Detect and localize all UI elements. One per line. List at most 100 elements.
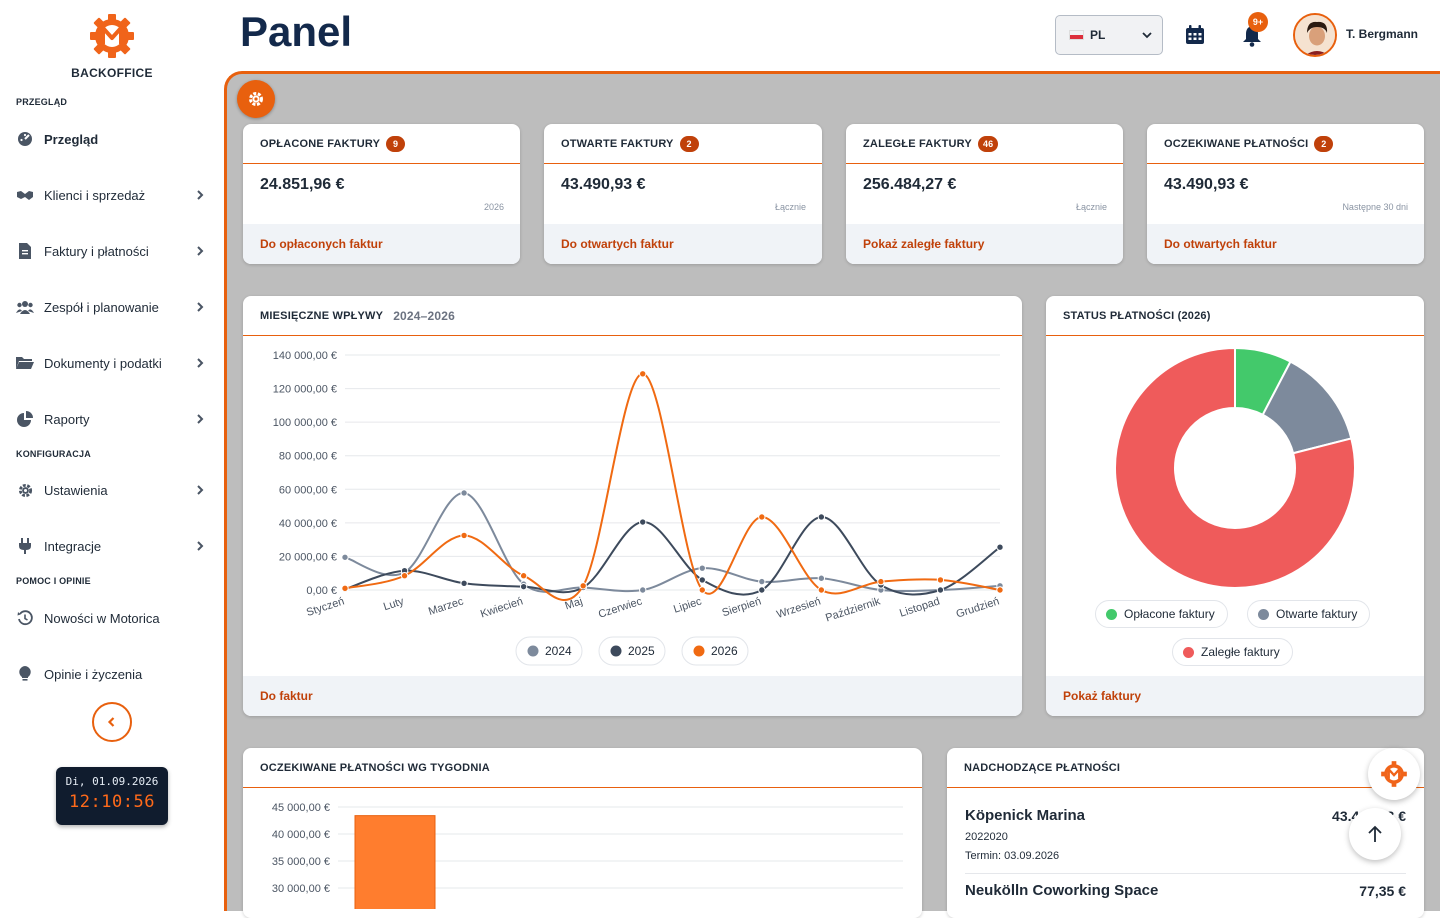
section-title-overview: PRZEGLĄD bbox=[16, 97, 68, 107]
y-tick-label: 140 000,00 € bbox=[273, 350, 337, 362]
scroll-to-top-button[interactable] bbox=[1349, 808, 1401, 860]
legend-item[interactable]: Zaległe faktury bbox=[1172, 638, 1293, 666]
chevron-right-icon bbox=[197, 414, 204, 424]
count-badge: 46 bbox=[977, 135, 999, 152]
legend-item[interactable]: Otwarte faktury bbox=[1247, 600, 1371, 628]
kpi-link[interactable]: Pokaż zaległe faktury bbox=[846, 224, 1123, 264]
series-line-2026 bbox=[344, 372, 1001, 601]
pie-slice bbox=[1114, 346, 1356, 589]
assistant-button[interactable] bbox=[1368, 748, 1420, 800]
section-title-configuration: KONFIGURACJA bbox=[16, 449, 91, 459]
data-point bbox=[936, 576, 945, 584]
x-tick-label: Czerwiec bbox=[597, 595, 644, 621]
sidebar-item-label: Raporty bbox=[44, 411, 90, 427]
sidebar-item-integrations[interactable]: Integracje bbox=[0, 526, 224, 566]
data-point bbox=[341, 553, 349, 561]
legend-item-2024: 2024 bbox=[515, 636, 583, 666]
legend-label: 2026 bbox=[711, 644, 738, 658]
calendar-icon[interactable] bbox=[1185, 25, 1205, 45]
data-point bbox=[460, 489, 468, 497]
count-badge: 2 bbox=[679, 135, 699, 152]
sidebar-item-whats-new[interactable]: Nowości w Motorica bbox=[0, 598, 224, 638]
sidebar-item-label: Faktury i płatności bbox=[44, 243, 149, 259]
kpi-value: 43.490,93 € bbox=[561, 176, 646, 193]
divider bbox=[965, 873, 1406, 874]
legend-item[interactable]: Opłacone faktury bbox=[1095, 600, 1228, 628]
motorica-logo-icon bbox=[1381, 761, 1407, 787]
chevron-right-icon bbox=[197, 358, 204, 368]
card-title: STATUS PŁATNOŚCI (2026) bbox=[1063, 309, 1211, 322]
language-select[interactable]: PL bbox=[1055, 15, 1163, 55]
data-point bbox=[758, 577, 766, 586]
user-name[interactable]: T. Bergmann bbox=[1346, 27, 1419, 41]
clock-date: Di, 01.09.2026 bbox=[65, 775, 159, 788]
payment-client-name[interactable]: Köpenick Marina bbox=[965, 807, 1086, 824]
dashboard-settings-button[interactable] bbox=[237, 80, 275, 118]
chevron-left-icon bbox=[107, 717, 115, 727]
sidebar-item-label: Integracje bbox=[44, 538, 102, 554]
payment-due-date: Termin: 03.09.2026 bbox=[965, 850, 1060, 862]
y-tick-label: 45 000,00 € bbox=[272, 802, 330, 814]
x-tick-label: Lipiec bbox=[672, 595, 704, 615]
sidebar-item-label: Klienci i sprzedaż bbox=[44, 187, 146, 203]
invoices-link[interactable]: Do faktur bbox=[243, 676, 1022, 716]
data-point bbox=[400, 572, 409, 580]
chevron-right-icon bbox=[197, 190, 204, 200]
y-tick-label: 40 000,00 € bbox=[279, 518, 337, 530]
kpi-value: 43.490,93 € bbox=[1164, 176, 1249, 193]
plug-icon bbox=[16, 537, 34, 555]
folder-icon bbox=[16, 354, 34, 372]
kpi-subtext: Następne 30 dni bbox=[1342, 202, 1408, 212]
y-tick-label: 120 000,00 € bbox=[273, 384, 337, 396]
collapse-sidebar-button[interactable] bbox=[92, 702, 132, 742]
data-point bbox=[817, 574, 826, 582]
motorica-logo-icon[interactable] bbox=[88, 12, 136, 60]
data-point bbox=[817, 586, 826, 594]
legend-label: Otwarte faktury bbox=[1276, 607, 1358, 621]
data-point bbox=[936, 586, 945, 594]
data-point bbox=[460, 579, 468, 587]
sidebar: BACKOFFICE PRZEGLĄD Przegląd Klienci i s… bbox=[0, 0, 224, 900]
weekly-payments-card: OCZEKIWANE PŁATNOŚCI WG TYGODNIA 30 000,… bbox=[243, 748, 922, 918]
sidebar-item-feedback[interactable]: Opinie i życzenia bbox=[0, 654, 224, 694]
kpi-title: ZALEGŁE FAKTURY bbox=[863, 137, 972, 150]
payment-status-card: STATUS PŁATNOŚCI (2026) Opłacone faktury… bbox=[1046, 296, 1424, 716]
legend-label: Zaległe faktury bbox=[1201, 645, 1280, 659]
kpi-title: OCZEKIWANE PŁATNOŚCI bbox=[1164, 137, 1309, 150]
show-invoices-link[interactable]: Pokaż faktury bbox=[1046, 676, 1424, 716]
brand-name: BACKOFFICE bbox=[71, 66, 153, 80]
user-photo-icon bbox=[1295, 15, 1335, 55]
card-header: MIESIĘCZNE WPŁYWY 2024–2026 bbox=[243, 296, 1022, 336]
sidebar-item-overview[interactable]: Przegląd bbox=[0, 119, 224, 159]
sidebar-item-invoices[interactable]: Faktury i płatności bbox=[0, 231, 224, 271]
kpi-link[interactable]: Do otwartych faktur bbox=[544, 224, 822, 264]
kpi-link[interactable]: Do opłaconych faktur bbox=[243, 224, 520, 264]
y-tick-label: 60 000,00 € bbox=[279, 484, 337, 496]
kpi-subtext: 2026 bbox=[483, 202, 504, 212]
sidebar-item-team[interactable]: Zespół i planowanie bbox=[0, 287, 224, 327]
data-point bbox=[698, 564, 706, 572]
kpi-link[interactable]: Do otwartych faktur bbox=[1147, 224, 1424, 264]
card-header: NADCHODZĄCE PŁATNOŚCI bbox=[947, 748, 1424, 788]
sidebar-item-reports[interactable]: Raporty bbox=[0, 399, 224, 439]
legend-dot bbox=[1258, 608, 1269, 620]
chevron-down-icon bbox=[1142, 32, 1152, 39]
x-tick-label: Wrzesień bbox=[775, 595, 822, 621]
card-header: STATUS PŁATNOŚCI (2026) bbox=[1046, 296, 1424, 336]
page-title: Panel bbox=[240, 8, 353, 55]
invoice-icon bbox=[16, 242, 34, 260]
sidebar-item-documents[interactable]: Dokumenty i podatki bbox=[0, 343, 224, 383]
x-tick-label: Sierpień bbox=[721, 595, 763, 619]
payment-client-name[interactable]: Neukölln Coworking Space bbox=[965, 882, 1159, 899]
notification-badge: 9+ bbox=[1248, 12, 1268, 32]
sidebar-item-clients[interactable]: Klienci i sprzedaż bbox=[0, 175, 224, 215]
y-tick-label: 100 000,00 € bbox=[273, 417, 337, 429]
gear-icon bbox=[16, 481, 34, 499]
kpi-card-open: OTWARTE FAKTURY 2 43.490,93 € Łącznie Do … bbox=[544, 124, 822, 264]
legend-dot bbox=[527, 645, 539, 657]
x-tick-label: Marzec bbox=[427, 595, 465, 618]
sidebar-item-settings[interactable]: Ustawienia bbox=[0, 470, 224, 510]
avatar[interactable] bbox=[1293, 13, 1337, 57]
sidebar-item-label: Przegląd bbox=[44, 131, 99, 147]
x-tick-label: Styczeń bbox=[305, 595, 346, 619]
